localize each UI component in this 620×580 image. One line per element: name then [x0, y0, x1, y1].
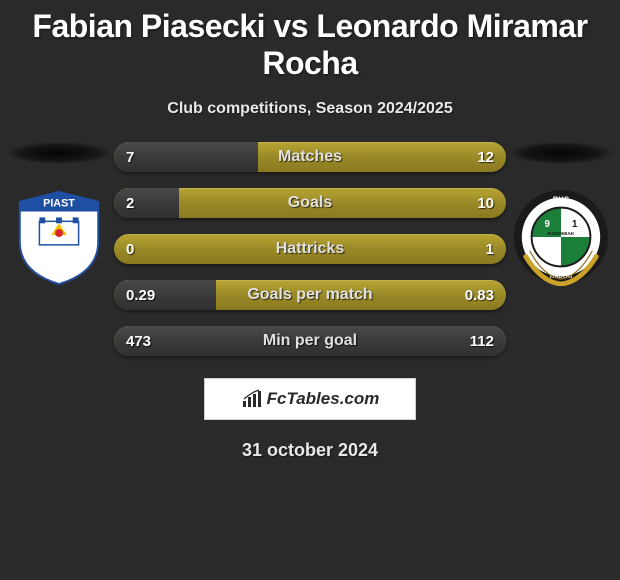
player-right-silhouette [509, 142, 613, 164]
stat-value-right: 10 [477, 188, 494, 218]
svg-text:9: 9 [545, 219, 551, 230]
stat-label: Goals per match [114, 280, 506, 310]
svg-text:GLIWICKI KLUB SPORTOWY: GLIWICKI KLUB SPORTOWY [31, 258, 87, 263]
date-text: 31 october 2024 [0, 440, 620, 461]
player-right-panel: RKS RADOM 9 1 RADOMIAK [506, 142, 616, 286]
player-left-panel: PIAST GLIWICKI KLUB SPORTOWY [4, 142, 114, 286]
player-left-silhouette [7, 142, 111, 164]
svg-text:1: 1 [572, 219, 578, 230]
stat-bar: 0.29Goals per match0.83 [114, 280, 506, 310]
stat-label: Hattricks [114, 234, 506, 264]
brand-text: FcTables.com [267, 389, 380, 409]
comparison-area: PIAST GLIWICKI KLUB SPORTOWY [0, 142, 620, 362]
stat-label: Goals [114, 188, 506, 218]
stat-label: Min per goal [114, 326, 506, 356]
brand-chart-icon [241, 389, 263, 409]
svg-text:RADOMIAK: RADOMIAK [548, 231, 575, 237]
stat-value-right: 0.83 [465, 280, 494, 310]
stat-value-right: 112 [470, 326, 494, 356]
stat-bar: 2Goals10 [114, 188, 506, 218]
svg-text:PIAST: PIAST [43, 198, 75, 210]
stat-label: Matches [114, 142, 506, 172]
brand-badge: FcTables.com [204, 378, 416, 420]
stat-bar: 0Hattricks1 [114, 234, 506, 264]
stat-value-right: 12 [477, 142, 494, 172]
stat-bars: 7Matches12 2Goals10 0Hattricks1 0.29Goals p… [114, 142, 506, 372]
club-badge-left: PIAST GLIWICKI KLUB SPORTOWY [10, 188, 108, 286]
page-title: Fabian Piasecki vs Leonardo Miramar Roch… [0, 0, 620, 82]
subtitle: Club competitions, Season 2024/2025 [0, 100, 620, 118]
club-badge-right: RKS RADOM 9 1 RADOMIAK [512, 188, 610, 286]
svg-text:RKS: RKS [553, 196, 570, 205]
stat-bar: 7Matches12 [114, 142, 506, 172]
stat-value-right: 1 [486, 234, 494, 264]
stat-bar: 473Min per goal112 [114, 326, 506, 356]
